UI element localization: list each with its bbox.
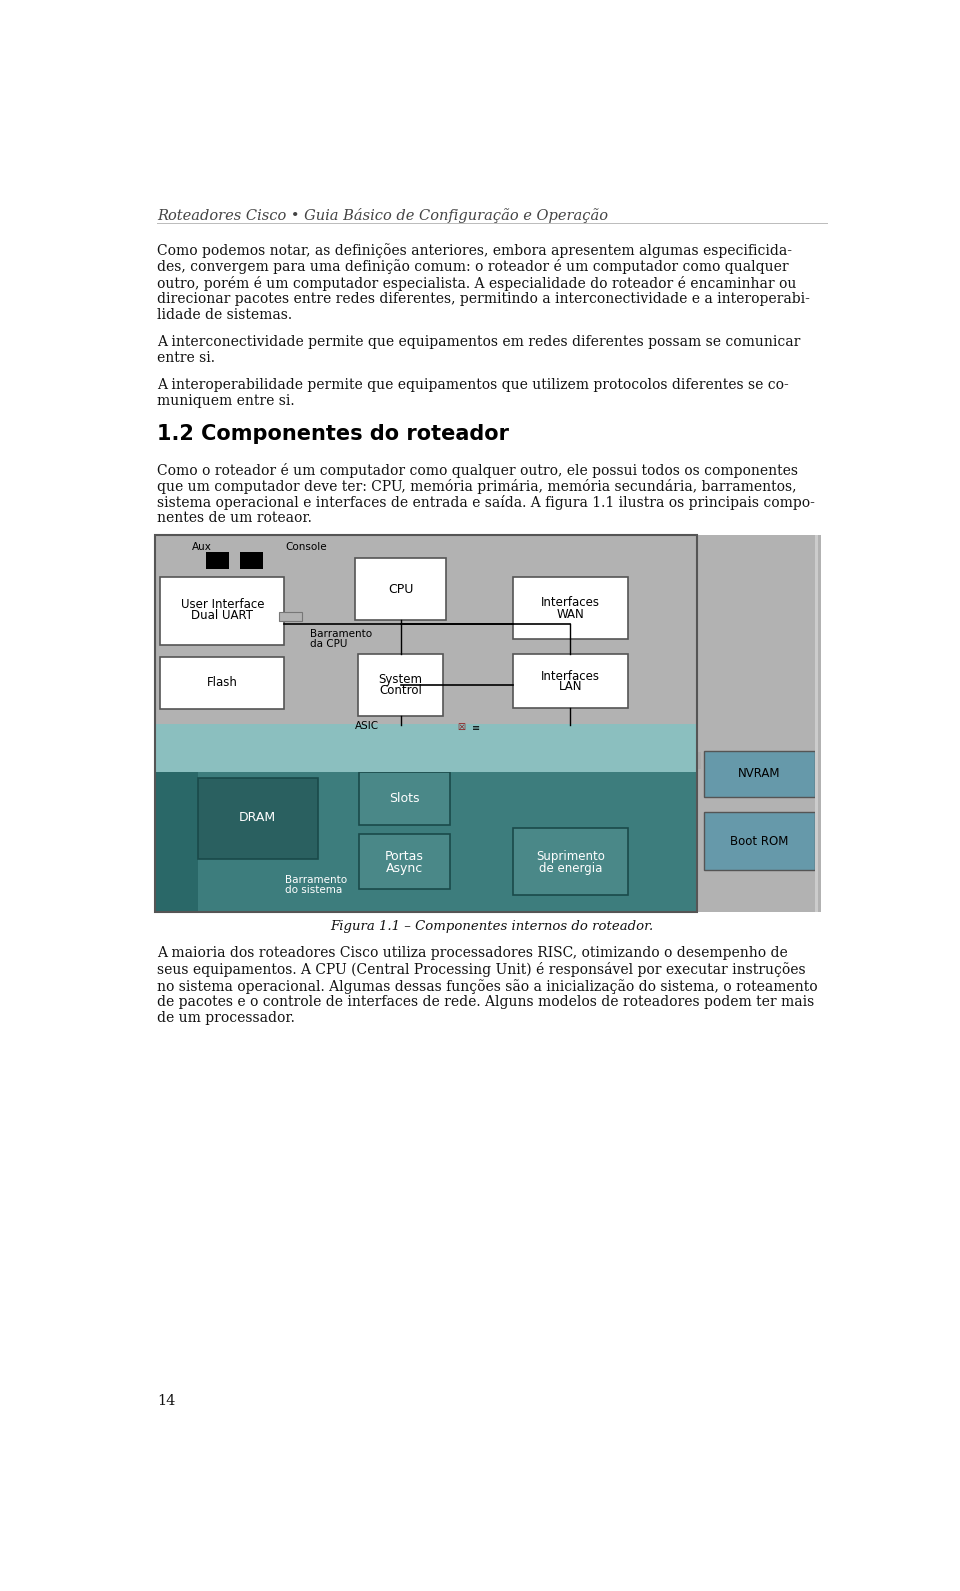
Text: 14: 14: [157, 1394, 176, 1408]
Bar: [198, 778, 318, 859]
Bar: [358, 654, 444, 716]
Text: da CPU: da CPU: [310, 638, 348, 649]
Text: ☒: ☒: [457, 724, 465, 732]
Bar: [697, 535, 822, 912]
Text: LAN: LAN: [559, 681, 582, 694]
Text: Flash: Flash: [206, 676, 238, 689]
Text: sistema operacional e interfaces de entrada e saída. A figura 1.1 ilustra os pri: sistema operacional e interfaces de entr…: [157, 495, 815, 511]
Text: que um computador deve ter: CPU, memória primária, memória secundária, barrament: que um computador deve ter: CPU, memória…: [157, 479, 797, 493]
Text: 1.2 Componentes do roteador: 1.2 Componentes do roteador: [157, 425, 509, 444]
Text: entre si.: entre si.: [157, 352, 215, 364]
Text: A interoperabilidade permite que equipamentos que utilizem protocolos diferentes: A interoperabilidade permite que equipam…: [157, 379, 789, 391]
Bar: [704, 751, 815, 797]
Text: NVRAM: NVRAM: [738, 767, 780, 780]
Text: Barramento: Barramento: [285, 875, 348, 885]
Bar: [155, 759, 697, 912]
Text: des, convergem para uma definição comum: o roteador é um computador como qualque: des, convergem para uma definição comum:…: [157, 259, 789, 275]
Bar: [359, 772, 450, 824]
Bar: [704, 813, 815, 870]
Text: Roteadores Cisco • Guia Básico de Configuração e Operação: Roteadores Cisco • Guia Básico de Config…: [157, 208, 609, 223]
Text: Dual UART: Dual UART: [191, 609, 253, 622]
Text: outro, porém é um computador especialista. A especialidade do roteador é encamin: outro, porém é um computador especialist…: [157, 275, 797, 291]
Text: WAN: WAN: [557, 608, 584, 620]
Text: lidade de sistemas.: lidade de sistemas.: [157, 309, 293, 321]
Bar: [206, 552, 229, 570]
Text: A interconectividade permite que equipamentos em redes diferentes possam se comu: A interconectividade permite que equipam…: [157, 336, 801, 348]
Text: Control: Control: [379, 684, 422, 697]
Bar: [815, 535, 818, 912]
Text: nentes de um roteaor.: nentes de um roteaor.: [157, 511, 312, 525]
Text: ASIC: ASIC: [355, 721, 379, 732]
Bar: [359, 834, 450, 889]
Text: de pacotes e o controle de interfaces de rede. Alguns modelos de roteadores pode: de pacotes e o controle de interfaces de…: [157, 994, 814, 1009]
Bar: [155, 535, 697, 759]
Text: DRAM: DRAM: [239, 811, 276, 824]
Text: Como o roteador é um computador como qualquer outro, ele possui todos os compone: Como o roteador é um computador como qua…: [157, 463, 798, 477]
Text: seus equipamentos. A CPU (Central Processing Unit) é responsável por executar in: seus equipamentos. A CPU (Central Proces…: [157, 963, 805, 977]
Bar: [513, 827, 628, 896]
Text: do sistema: do sistema: [285, 885, 343, 896]
Text: System: System: [378, 673, 422, 686]
Text: Figura 1.1 – Componentes internos do roteador.: Figura 1.1 – Componentes internos do rot…: [330, 920, 654, 932]
Text: de energia: de energia: [539, 862, 602, 875]
Text: Slots: Slots: [389, 792, 420, 805]
Text: Barramento: Barramento: [310, 628, 372, 638]
Bar: [355, 558, 446, 620]
Text: no sistema operacional. Algumas dessas funções são a inicialização do sistema, o: no sistema operacional. Algumas dessas f…: [157, 978, 818, 993]
Text: Suprimento: Suprimento: [536, 851, 605, 864]
Text: ≡: ≡: [472, 722, 481, 732]
Text: Boot ROM: Boot ROM: [731, 835, 788, 848]
Text: direcionar pacotes entre redes diferentes, permitindo a interconectividade e a i: direcionar pacotes entre redes diferente…: [157, 291, 810, 305]
Text: Console: Console: [285, 543, 326, 552]
Bar: [513, 654, 628, 708]
Bar: [155, 724, 697, 767]
Bar: [155, 759, 697, 772]
Text: Como podemos notar, as definições anteriores, embora apresentem algumas especifi: Como podemos notar, as definições anteri…: [157, 243, 792, 258]
Bar: [155, 759, 198, 912]
Bar: [636, 753, 697, 768]
Text: User Interface: User Interface: [180, 598, 264, 611]
Text: de um processador.: de um processador.: [157, 1010, 295, 1025]
Text: Async: Async: [386, 862, 423, 875]
Text: A maioria dos roteadores Cisco utiliza processadores RISC, otimizando o desempen: A maioria dos roteadores Cisco utiliza p…: [157, 947, 788, 961]
Bar: [160, 657, 284, 710]
Text: Interfaces: Interfaces: [540, 670, 600, 683]
Text: Aux: Aux: [191, 543, 211, 552]
Bar: [278, 613, 302, 622]
Text: Interfaces: Interfaces: [540, 597, 600, 609]
Bar: [240, 552, 263, 570]
Bar: [155, 535, 697, 912]
Bar: [513, 578, 628, 640]
Bar: [697, 753, 701, 768]
Text: CPU: CPU: [388, 582, 413, 595]
Text: muniquem entre si.: muniquem entre si.: [157, 395, 295, 409]
Bar: [160, 578, 284, 646]
Text: Portas: Portas: [385, 851, 424, 864]
